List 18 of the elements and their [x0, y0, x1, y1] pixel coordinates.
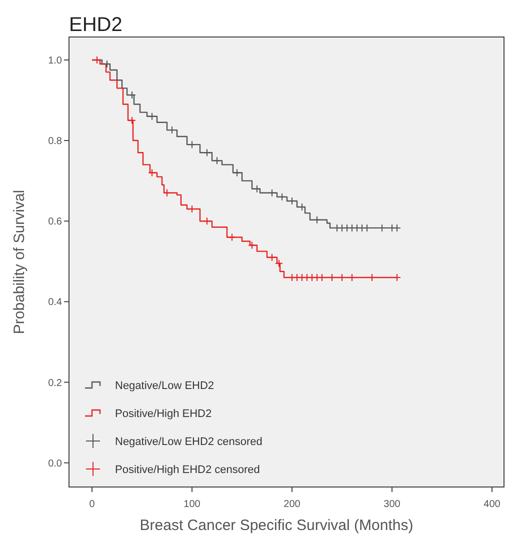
x-tick-label: 0: [89, 499, 96, 510]
y-axis-title: Probability of Survival: [11, 190, 28, 334]
y-tick-label: 1.0: [48, 55, 62, 66]
legend-label: Negative/Low EHD2: [115, 380, 214, 392]
x-axis-title: Breast Cancer Specific Survival (Months): [140, 517, 414, 534]
legend-label: Positive/High EHD2 censored: [115, 464, 260, 476]
legend-label: Negative/Low EHD2 censored: [115, 436, 262, 448]
y-tick-label: 0.4: [48, 297, 62, 308]
x-tick-label: 400: [484, 499, 501, 510]
y-tick-label: 0.2: [48, 378, 62, 389]
y-tick-label: 0.8: [48, 136, 62, 148]
x-tick-label: 100: [184, 499, 201, 510]
legend-label: Positive/High EHD2: [115, 408, 212, 420]
chart-title: EHD2: [69, 14, 122, 36]
y-tick-label: 0.6: [48, 216, 62, 228]
y-tick-label: 0.0: [48, 458, 62, 470]
x-tick-label: 200: [284, 499, 301, 510]
x-tick-label: 300: [384, 499, 401, 510]
